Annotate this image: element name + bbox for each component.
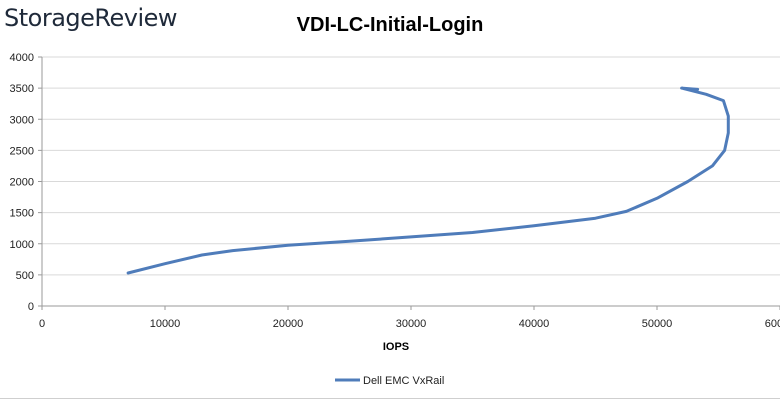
y-tick-label: 1000 <box>10 239 34 251</box>
y-tick-label: 4000 <box>10 52 34 64</box>
x-axis-label: IOPS <box>383 341 409 353</box>
bottom-divider <box>0 398 780 399</box>
x-tick-label: 50000 <box>642 318 673 330</box>
y-tick-label: 2500 <box>10 145 34 157</box>
x-tick-label: 10000 <box>150 318 181 330</box>
x-tick-label: 60000 <box>765 318 780 330</box>
x-tick-label: 20000 <box>273 318 304 330</box>
storagereview-logo: StorageReview <box>4 4 178 32</box>
y-tick-label: 500 <box>16 270 34 282</box>
x-tick-label: 0 <box>39 318 45 330</box>
y-tick-labels: 0 500 1000 1500 2000 2500 3000 3500 4000 <box>10 52 42 313</box>
y-tick-label: 2000 <box>10 177 34 189</box>
x-tick-label: 40000 <box>519 318 550 330</box>
series-group <box>126 86 730 275</box>
x-tick-label: 30000 <box>396 318 427 330</box>
grid-lines <box>42 56 780 276</box>
series-line <box>126 86 730 275</box>
y-tick-label: 3000 <box>10 114 34 126</box>
chart-title: VDI-LC-Initial-Login <box>296 14 484 36</box>
x-tick-labels: 0 10000 20000 30000 40000 50000 60000 <box>39 306 780 330</box>
y-tick-label: 3500 <box>10 83 34 95</box>
y-tick-label: 0 <box>28 301 34 313</box>
y-tick-label: 1500 <box>10 208 34 220</box>
legend-label: Dell EMC VxRail <box>363 375 444 387</box>
legend: Dell EMC VxRail <box>335 375 444 387</box>
